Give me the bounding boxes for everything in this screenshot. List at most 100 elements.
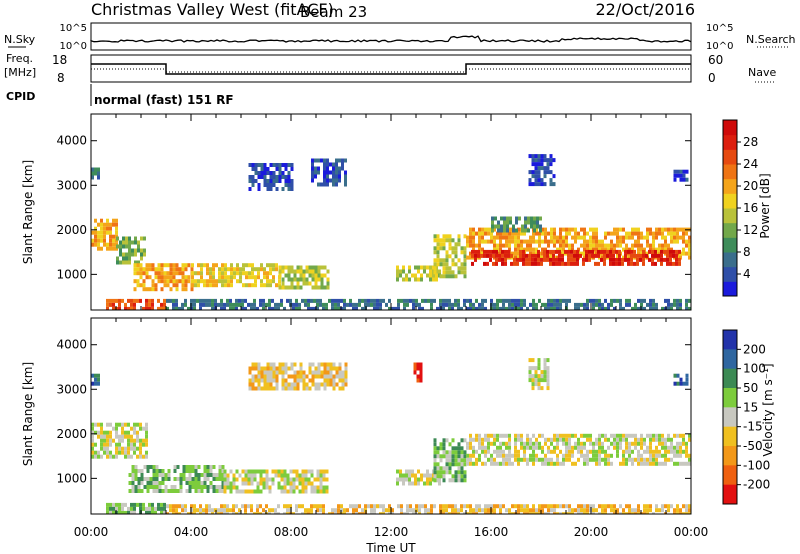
vel-cell [553, 433, 556, 438]
power-cell [634, 306, 637, 310]
power-cell [639, 257, 642, 262]
power-cell [511, 251, 514, 256]
power-cell [642, 261, 645, 266]
vel-cell [436, 466, 440, 471]
power-cell [457, 270, 461, 275]
vel-cell [487, 504, 490, 509]
power-cell [487, 231, 490, 236]
power-cell [559, 298, 562, 303]
vel-cell [155, 485, 159, 489]
power-cell [278, 167, 282, 171]
power-cell [481, 251, 484, 256]
vel-cell [550, 508, 553, 513]
vel-cell [649, 504, 652, 509]
vel-cell [631, 461, 634, 466]
vel-cell [399, 477, 402, 482]
vel-cell [311, 378, 315, 383]
power-cell [257, 271, 260, 276]
power-colorbar-swatch [723, 222, 737, 238]
vel-cell [493, 449, 496, 454]
vel-cell [185, 469, 189, 473]
vel-cell [130, 442, 133, 447]
power-cell [334, 302, 337, 307]
power-cell [493, 302, 496, 307]
power-cell [469, 302, 472, 307]
power-cell [489, 257, 492, 262]
vel-cell [310, 504, 313, 509]
power-cell [139, 263, 143, 268]
power-cell [480, 253, 483, 258]
power-cell [549, 170, 553, 175]
power-cell [275, 179, 279, 183]
vel-cell [423, 481, 426, 486]
vel-cell [433, 438, 437, 443]
power-cell [266, 179, 270, 183]
power-cell [552, 174, 556, 179]
power-cell [154, 287, 158, 292]
vel-cell [442, 508, 445, 513]
power-cell [624, 257, 627, 262]
vel-cell [194, 473, 198, 477]
vel-cell [496, 445, 499, 450]
vel-cell [262, 469, 266, 474]
vel-cell [281, 370, 285, 375]
power-cell [254, 275, 257, 280]
power-cell [272, 267, 275, 272]
power-cell [169, 263, 173, 268]
power-cell [583, 243, 586, 248]
power-cell [537, 261, 540, 266]
power-cell [268, 298, 271, 303]
vel-cell [537, 366, 541, 371]
power-cell [490, 235, 493, 240]
vel-cell [481, 445, 484, 450]
power-cell [272, 279, 275, 284]
vel-cell [487, 512, 490, 514]
power-cell [266, 187, 270, 191]
vel-colorbar-tick-label: 200 [743, 342, 766, 356]
power-cell [506, 216, 509, 221]
power-cell [175, 283, 179, 288]
vel-cell [191, 485, 195, 489]
vel-cell [131, 465, 135, 469]
power-cell [106, 302, 109, 307]
vel-cell [319, 473, 323, 478]
power-cell [487, 239, 490, 244]
vel-cell [94, 422, 97, 427]
power-cell [595, 247, 598, 252]
vel-cell [161, 477, 165, 481]
vel-cell [676, 441, 679, 446]
power-cell [278, 163, 282, 167]
vel-cell [517, 461, 520, 466]
power-cell [175, 267, 179, 272]
vel-cell [429, 477, 432, 482]
vel-cell [145, 506, 148, 511]
vel-cell [445, 508, 448, 513]
power-cell [580, 243, 583, 248]
vel-cell [313, 485, 317, 490]
power-cell [130, 302, 133, 307]
power-cell [260, 171, 264, 175]
vel-cell [155, 477, 159, 481]
power-cell [622, 247, 625, 252]
vel-cell [619, 445, 622, 450]
vel-cell [136, 422, 139, 427]
power-cell [337, 302, 340, 307]
vel-cell [229, 469, 233, 474]
vel-cell [250, 504, 253, 509]
vel-cell [289, 481, 293, 486]
power-cell [592, 298, 595, 303]
power-cell [199, 298, 202, 303]
vel-cell [484, 433, 487, 438]
vel-cell [427, 508, 430, 513]
power-cell [148, 302, 151, 307]
vel-cell [338, 374, 342, 379]
vel-cell [167, 469, 171, 473]
power-cell [134, 252, 137, 257]
power-cell [323, 178, 326, 183]
power-cell [439, 258, 443, 263]
vel-cell [673, 508, 676, 513]
power-cell [544, 231, 547, 236]
vel-cell [109, 510, 112, 514]
vel-cell [520, 457, 523, 462]
vel-cell [194, 477, 198, 481]
